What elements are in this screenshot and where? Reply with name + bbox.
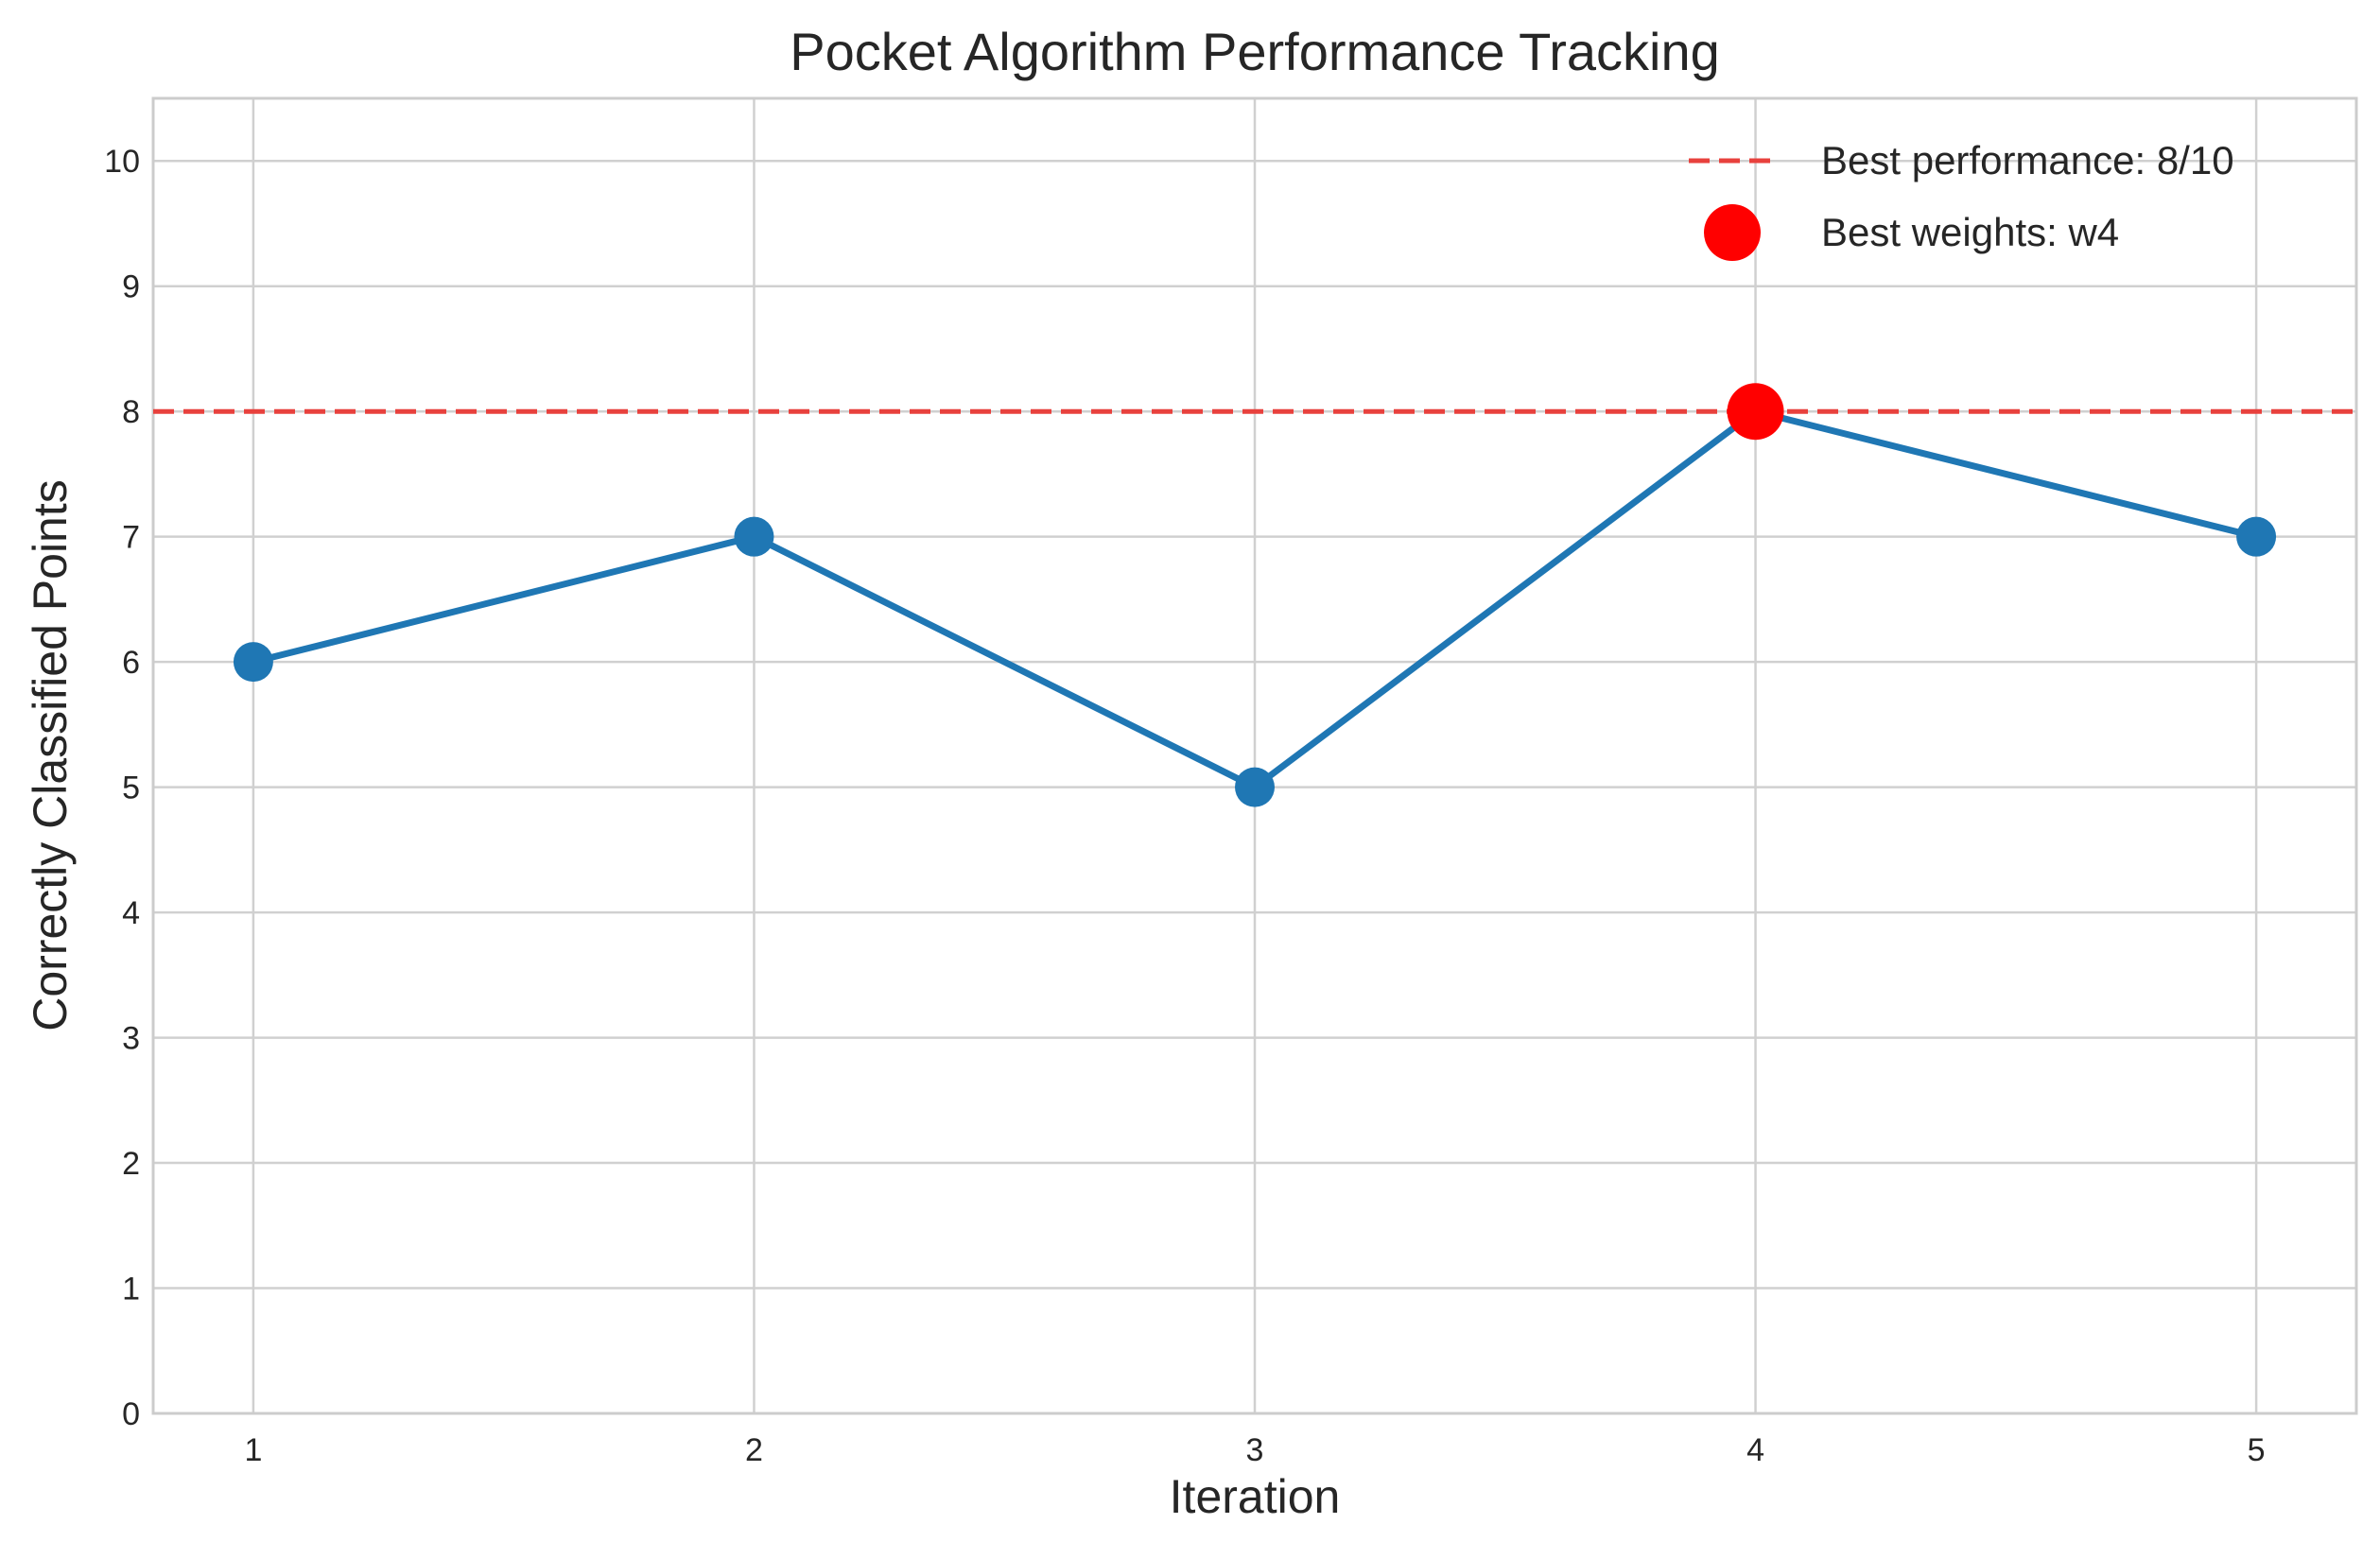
x-tick-label: 2 [745, 1432, 763, 1468]
y-tick-label: 10 [104, 144, 140, 180]
y-tick-labels: 0 1 2 3 4 5 6 7 8 9 10 [104, 144, 140, 1432]
legend-highlight-label: Best weights: w4 [1821, 210, 2119, 254]
data-point-marker [734, 516, 774, 557]
chart-title: Pocket Algorithm Performance Tracking [790, 22, 1720, 81]
best-weights-marker [1727, 383, 1784, 441]
data-point-marker [2236, 516, 2277, 557]
y-tick-label: 9 [122, 269, 140, 305]
y-axis-label: Correctly Classified Points [24, 479, 77, 1031]
highlight-group [1727, 383, 1784, 441]
legend-reference-line-label: Best performance: 8/10 [1821, 138, 2234, 182]
legend-highlight-swatch [1704, 204, 1761, 261]
x-axis-label: Iteration [1170, 1470, 1341, 1523]
x-tick-label: 5 [2248, 1432, 2266, 1468]
y-tick-label: 7 [122, 520, 140, 556]
y-tick-label: 3 [122, 1021, 140, 1057]
data-point-marker [233, 642, 273, 683]
plot-area-frame [151, 96, 2358, 1415]
data-point-marker [1235, 767, 1275, 807]
x-tick-labels: 1 2 3 4 5 [244, 1432, 2265, 1468]
y-tick-label: 2 [122, 1146, 140, 1182]
x-tick-label: 1 [244, 1432, 262, 1468]
y-tick-label: 6 [122, 645, 140, 681]
legend: Best performance: 8/10 Best weights: w4 [1689, 138, 2234, 261]
x-tick-label: 4 [1746, 1432, 1764, 1468]
y-tick-label: 1 [122, 1272, 140, 1308]
y-tick-label: 0 [122, 1396, 140, 1432]
y-tick-label: 4 [122, 895, 140, 931]
y-tick-label: 5 [122, 771, 140, 806]
y-tick-label: 8 [122, 394, 140, 430]
x-tick-label: 3 [1246, 1432, 1264, 1468]
